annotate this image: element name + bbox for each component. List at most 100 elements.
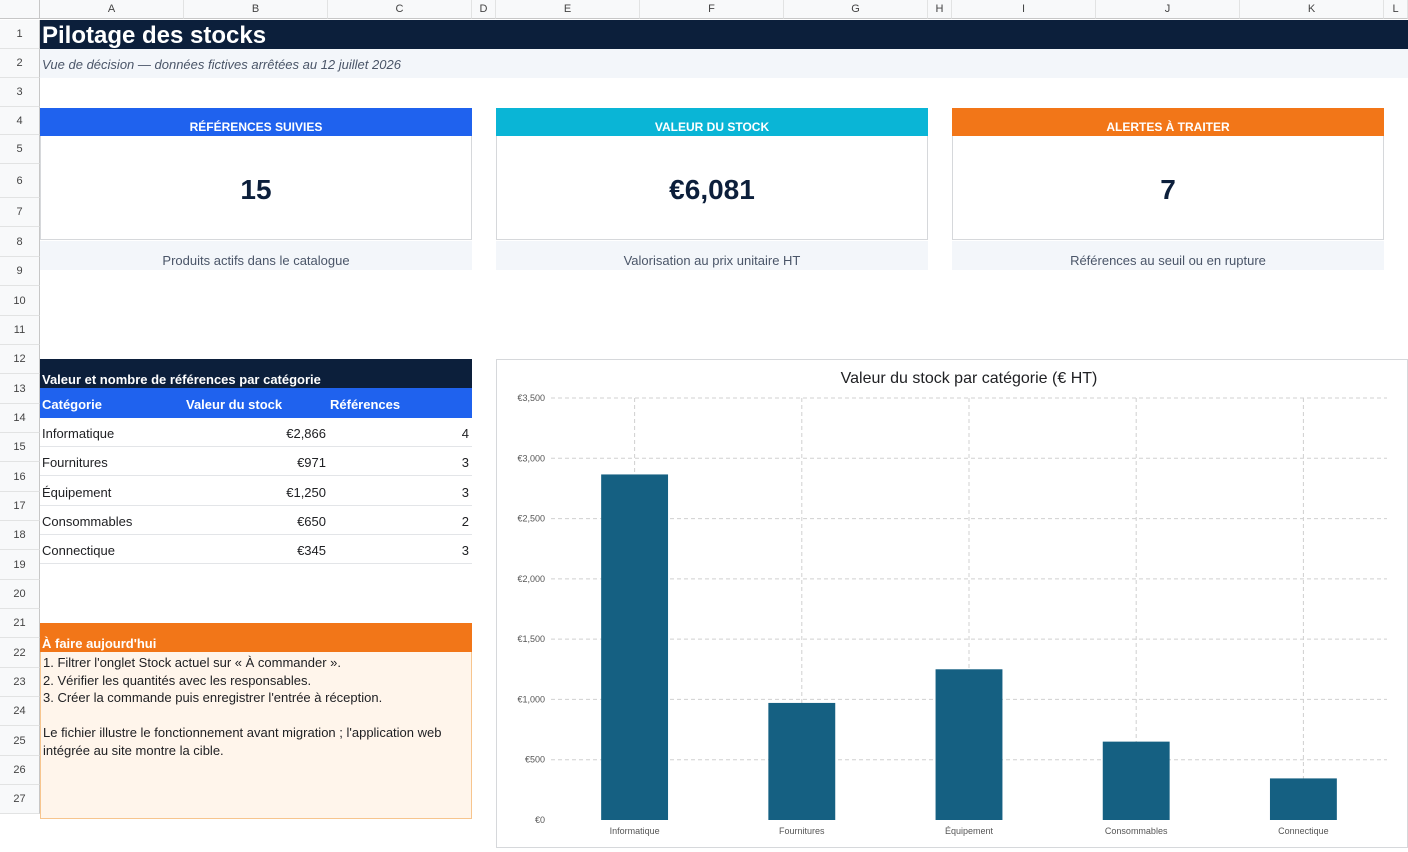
row-header[interactable]: 17 <box>0 492 40 521</box>
cell-references: 3 <box>461 543 469 558</box>
cell-references: 3 <box>461 455 469 470</box>
todo-line: 3. Créer la commande puis enregistrer l'… <box>43 690 383 705</box>
cell-category: Fournitures <box>42 455 108 470</box>
y-tick-label: €2,500 <box>517 514 545 524</box>
row-header[interactable]: 21 <box>0 609 40 638</box>
todo-box[interactable]: 1. Filtrer l'onglet Stock actuel sur « À… <box>40 652 472 819</box>
row-header[interactable]: 26 <box>0 756 40 785</box>
row-header[interactable]: 20 <box>0 580 40 609</box>
table-row[interactable]: Équipement €1,250 3 <box>40 477 472 506</box>
row-header[interactable]: 18 <box>0 521 40 550</box>
kpi-references-box[interactable]: 15 <box>40 136 472 240</box>
row-header[interactable]: 2 <box>0 49 40 78</box>
bar <box>1269 778 1337 820</box>
table-row[interactable]: Connectique €345 3 <box>40 535 472 564</box>
row-header[interactable]: 4 <box>0 107 40 135</box>
column-header[interactable]: J <box>1096 0 1240 19</box>
y-tick-label: €0 <box>535 815 545 825</box>
todo-title[interactable]: À faire aujourd'hui <box>40 623 472 652</box>
todo-line <box>43 707 469 725</box>
column-header[interactable]: D <box>472 0 496 19</box>
column-header[interactable]: A <box>40 0 184 19</box>
kpi-alerts-caption[interactable]: Références au seuil ou en rupture <box>952 241 1384 270</box>
header-stock-value[interactable]: Valeur du stock <box>186 397 283 412</box>
y-tick-label: €500 <box>525 755 545 765</box>
x-tick-label: Informatique <box>610 826 660 836</box>
kpi-references-header[interactable]: RÉFÉRENCES SUIVIES <box>40 108 472 136</box>
cell-stock-value: €650 <box>297 514 326 529</box>
row-header[interactable]: 6 <box>0 164 40 198</box>
category-table-title[interactable]: Valeur et nombre de références par catég… <box>40 359 472 388</box>
column-header[interactable]: H <box>928 0 952 19</box>
kpi-stock-value-caption[interactable]: Valorisation au prix unitaire HT <box>496 241 928 270</box>
bar <box>601 474 669 820</box>
column-header[interactable]: K <box>1240 0 1384 19</box>
cell-stock-value: €1,250 <box>286 485 326 500</box>
bar <box>768 702 836 820</box>
cell-category: Connectique <box>42 543 115 558</box>
kpi-stock-value-value: €6,081 <box>669 174 755 205</box>
column-header[interactable]: B <box>184 0 328 19</box>
kpi-alerts-box[interactable]: 7 <box>952 136 1384 240</box>
subtitle-band <box>40 49 1408 78</box>
row-header[interactable]: 11 <box>0 316 40 345</box>
row-header[interactable]: 5 <box>0 135 40 164</box>
y-tick-label: €3,500 <box>517 393 545 403</box>
x-tick-label: Connectique <box>1278 826 1329 836</box>
kpi-stock-value-box[interactable]: €6,081 <box>496 136 928 240</box>
column-header[interactable]: G <box>784 0 928 19</box>
column-header[interactable]: C <box>328 0 472 19</box>
stock-value-chart[interactable]: Valeur du stock par catégorie (€ HT) €0 €5… <box>496 359 1408 848</box>
x-tick-label: Fournitures <box>779 826 825 836</box>
todo-line: 2. Vérifier les quantités avec les respo… <box>43 672 312 688</box>
cell-stock-value: €345 <box>297 543 326 558</box>
y-tick-label: €3,000 <box>517 453 545 463</box>
todo-line: 1. Filtrer l'onglet Stock actuel sur « À… <box>43 655 341 670</box>
row-header[interactable]: 19 <box>0 550 40 580</box>
column-header[interactable]: F <box>640 0 784 19</box>
row-header[interactable]: 15 <box>0 433 40 462</box>
y-tick-label: €2,000 <box>517 574 545 584</box>
row-header[interactable]: 13 <box>0 374 40 404</box>
row-header[interactable]: 27 <box>0 785 40 814</box>
row-header[interactable]: 16 <box>0 462 40 492</box>
row-header[interactable]: 10 <box>0 286 40 316</box>
header-category[interactable]: Catégorie <box>42 397 102 412</box>
kpi-alerts-header[interactable]: ALERTES À TRAITER <box>952 108 1384 136</box>
row-header[interactable]: 8 <box>0 227 40 257</box>
kpi-references-caption[interactable]: Produits actifs dans le catalogue <box>40 241 472 270</box>
select-all-corner[interactable] <box>0 0 40 19</box>
bar <box>935 669 1003 820</box>
table-row[interactable]: Informatique €2,866 4 <box>40 418 472 447</box>
header-references[interactable]: Références <box>330 397 401 412</box>
bar <box>1102 741 1170 820</box>
chart-svg: Valeur du stock par catégorie (€ HT) €0 €5… <box>517 370 1387 836</box>
cell-category: Informatique <box>42 426 115 441</box>
row-header[interactable]: 22 <box>0 638 40 668</box>
cell-category: Consommables <box>42 514 133 529</box>
row-header[interactable]: 25 <box>0 726 40 756</box>
row-header[interactable]: 23 <box>0 668 40 697</box>
page-subtitle[interactable]: Vue de décision — données fictives arrêt… <box>42 57 401 72</box>
y-tick-label: €1,000 <box>517 694 545 704</box>
row-header[interactable]: 24 <box>0 697 40 726</box>
row-header[interactable]: 14 <box>0 404 40 433</box>
table-row[interactable]: Fournitures €971 3 <box>40 447 472 476</box>
row-header[interactable]: 1 <box>0 20 40 49</box>
cell-category: Équipement <box>42 485 112 500</box>
page-title[interactable]: Pilotage des stocks <box>42 22 267 49</box>
row-header[interactable]: 9 <box>0 257 40 286</box>
kpi-stock-value-header[interactable]: VALEUR DU STOCK <box>496 108 928 136</box>
kpi-alerts-value: 7 <box>1160 174 1176 205</box>
column-header[interactable]: L <box>1384 0 1408 19</box>
column-header[interactable]: I <box>952 0 1096 19</box>
category-table-header: Catégorie Valeur du stock Références <box>40 388 472 418</box>
row-header[interactable]: 7 <box>0 198 40 227</box>
title-band <box>40 20 1408 49</box>
row-header[interactable]: 3 <box>0 78 40 107</box>
column-header[interactable]: E <box>496 0 640 19</box>
row-header[interactable]: 12 <box>0 345 40 374</box>
table-row[interactable]: Consommables €650 2 <box>40 506 472 535</box>
cell-stock-value: €2,866 <box>286 426 326 441</box>
